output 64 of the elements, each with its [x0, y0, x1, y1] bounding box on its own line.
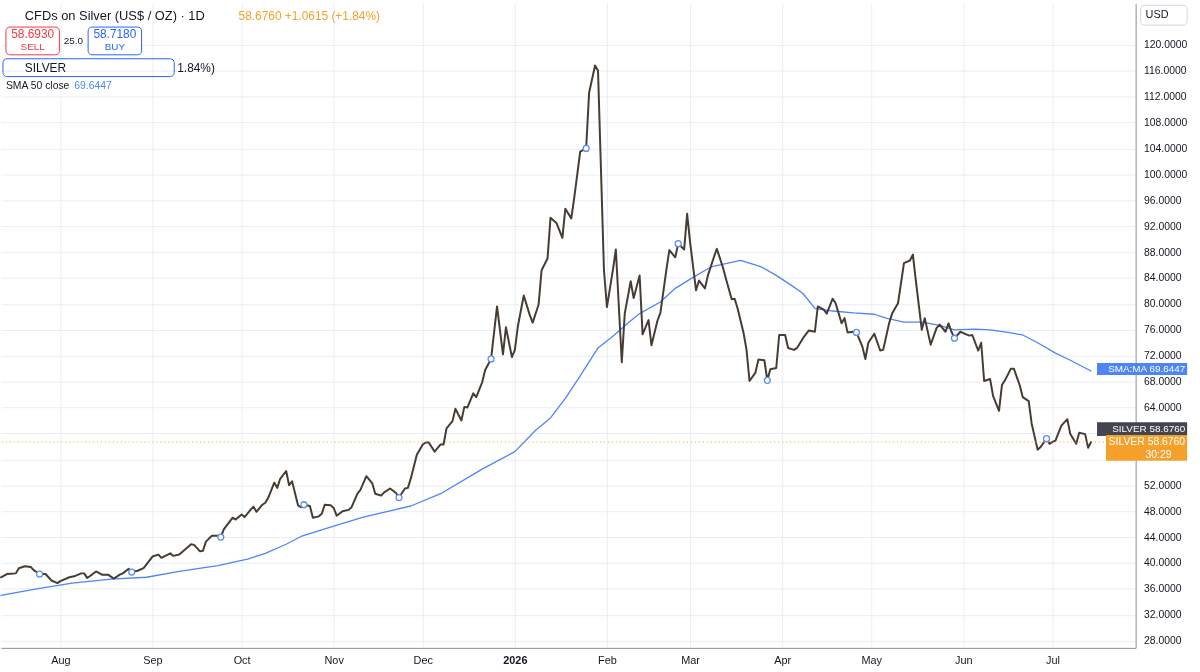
point — [582, 144, 590, 153]
y-tick-label: 120.0000 — [1144, 39, 1188, 51]
annotation: SMA:MA 69.6447 — [1108, 362, 1186, 374]
y-tick-label: 104.0000 — [1144, 142, 1188, 154]
annotation: 58.6760 +1.0615 (+1.84%) — [238, 9, 380, 24]
y-tick-label: 40.0000 — [1144, 557, 1182, 569]
y-tick-label: 96.0000 — [1144, 194, 1182, 206]
annotation: BUY — [104, 40, 126, 52]
line-series — [0, 259, 1092, 597]
point — [128, 568, 136, 576]
x-tick-label: Mar — [681, 654, 701, 667]
y-tick-label: 92.0000 — [1144, 220, 1182, 232]
point — [487, 355, 495, 363]
annotation: 25.0 — [63, 34, 84, 46]
y-tick-label: 36.0000 — [1144, 583, 1182, 595]
chart-title: CFDs on Silver (US$ / OZ) · 1D — [24, 8, 205, 24]
annotation: 58.6930 — [11, 26, 55, 41]
x-tick-label: Feb — [598, 654, 617, 667]
annotation: 58.7180 — [93, 26, 137, 41]
x-tick-label: 2026 — [503, 654, 528, 667]
y-tick-label: 72.0000 — [1144, 350, 1182, 362]
point — [35, 570, 44, 578]
point — [1042, 435, 1051, 443]
y-tick-label: 76.0000 — [1144, 324, 1182, 336]
x-tick-label: Jun — [955, 654, 973, 667]
text: 30:29 — [1145, 448, 1172, 460]
x-tick-label: Apr — [774, 654, 792, 667]
y-tick-label: 100.0000 — [1144, 168, 1188, 180]
x-tick-label: Sep — [143, 654, 163, 667]
x-tick-label: Dec — [413, 654, 434, 667]
x-tick-label: Oct — [233, 654, 251, 667]
annotation: SMA 50 close — [5, 80, 70, 92]
annotation: SELL — [20, 40, 46, 52]
y-tick-label: 108.0000 — [1144, 116, 1188, 128]
y-tick-label: 44.0000 — [1144, 531, 1182, 543]
point — [674, 240, 682, 248]
y-tick-label: 80.0000 — [1144, 298, 1182, 310]
text: USD — [1145, 8, 1169, 21]
y-tick-label: 84.0000 — [1144, 272, 1182, 284]
x-tick-label: Nov — [324, 654, 345, 667]
annotation: SILVER 58.6760 — [1112, 423, 1186, 435]
y-tick-label: 28.0000 — [1144, 635, 1182, 647]
y-tick-label: 116.0000 — [1144, 65, 1187, 77]
y-tick-label: 32.0000 — [1144, 609, 1182, 621]
point — [395, 493, 403, 502]
y-tick-label: 52.0000 — [1144, 479, 1182, 491]
point — [300, 501, 308, 509]
annotation: SILVER — [24, 60, 67, 75]
x-tick-label: Aug — [51, 654, 71, 667]
annotation: 69.6447 — [74, 80, 112, 92]
x-tick-label: Jul — [1046, 654, 1060, 667]
annotation: 1.84%) — [177, 60, 215, 75]
y-tick-label: 48.0000 — [1144, 505, 1182, 517]
y-tick-label: 64.0000 — [1144, 402, 1182, 413]
ref-line-label: SILVER 58.6760 — [1108, 435, 1186, 447]
x-tick-label: May — [861, 654, 883, 667]
point — [763, 376, 771, 384]
point — [217, 533, 225, 541]
y-tick-label: 112.0000 — [1144, 91, 1187, 103]
line-series — [0, 64, 1093, 585]
y-tick-label: 68.0000 — [1144, 376, 1182, 388]
point — [950, 334, 959, 342]
y-tick-label: 88.0000 — [1144, 246, 1182, 258]
point — [852, 328, 861, 337]
